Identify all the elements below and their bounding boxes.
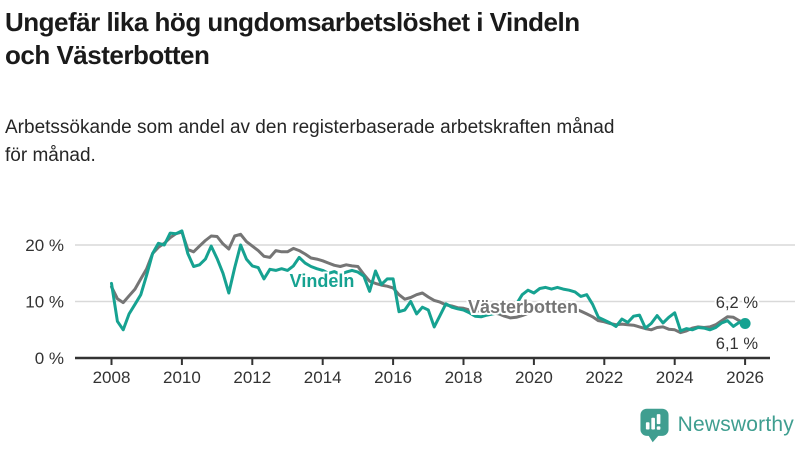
x-tick-label: 2008	[93, 368, 131, 387]
x-tick-label: 2014	[304, 368, 342, 387]
series-end-dot-vindeln	[739, 318, 751, 330]
y-tick-label: 0 %	[35, 349, 64, 368]
end-value-label-vindeln: 6,1 %	[716, 335, 759, 353]
series-line-västerbotten	[110, 230, 747, 335]
page-title-line1: Ungefär lika hög ungdomsarbetslöshet i V…	[5, 7, 580, 37]
x-tick-label: 2010	[163, 368, 201, 387]
y-tick-label: 10 %	[25, 293, 64, 312]
page-title-line2: och Västerbotten	[5, 39, 210, 70]
newsworthy-logo-icon	[640, 408, 669, 443]
series-line-vindeln	[110, 229, 747, 333]
chart-subtitle-line2: för månad.	[5, 144, 96, 166]
x-tick-label: 2026	[726, 368, 764, 387]
line-chart: 2008 2010 2012 2014 2016 2018 2020 2022 2024 2026…	[0, 200, 800, 415]
x-tick-label: 2024	[656, 368, 694, 387]
series-label-vindeln: Vindeln	[290, 271, 355, 291]
line-chart-canvas: 2008 2010 2012 2014 2016 2018 2020 2022 2024 2026…	[25, 229, 795, 387]
newsworthy-wordmark: Newsworthy	[677, 413, 794, 436]
x-tick-label: 2018	[445, 368, 483, 387]
chart-subtitle: Arbetssökande som andel av den registerb…	[5, 114, 795, 169]
y-tick-label: 20 %	[25, 236, 64, 255]
page-title: Ungefär lika hög ungdomsarbetslöshet i V…	[5, 6, 785, 72]
newsworthy-branding: Newsworthy	[640, 406, 794, 444]
end-value-label-vasterbotten: 6,2 %	[716, 294, 759, 312]
series-label-västerbotten: Västerbotten	[468, 297, 578, 317]
x-tick-label: 2016	[374, 368, 412, 387]
chart-subtitle-line1: Arbetssökande som andel av den registerb…	[5, 117, 615, 138]
x-tick-label: 2020	[515, 368, 553, 387]
x-tick-label: 2022	[585, 368, 623, 387]
x-tick-label: 2012	[233, 368, 271, 387]
